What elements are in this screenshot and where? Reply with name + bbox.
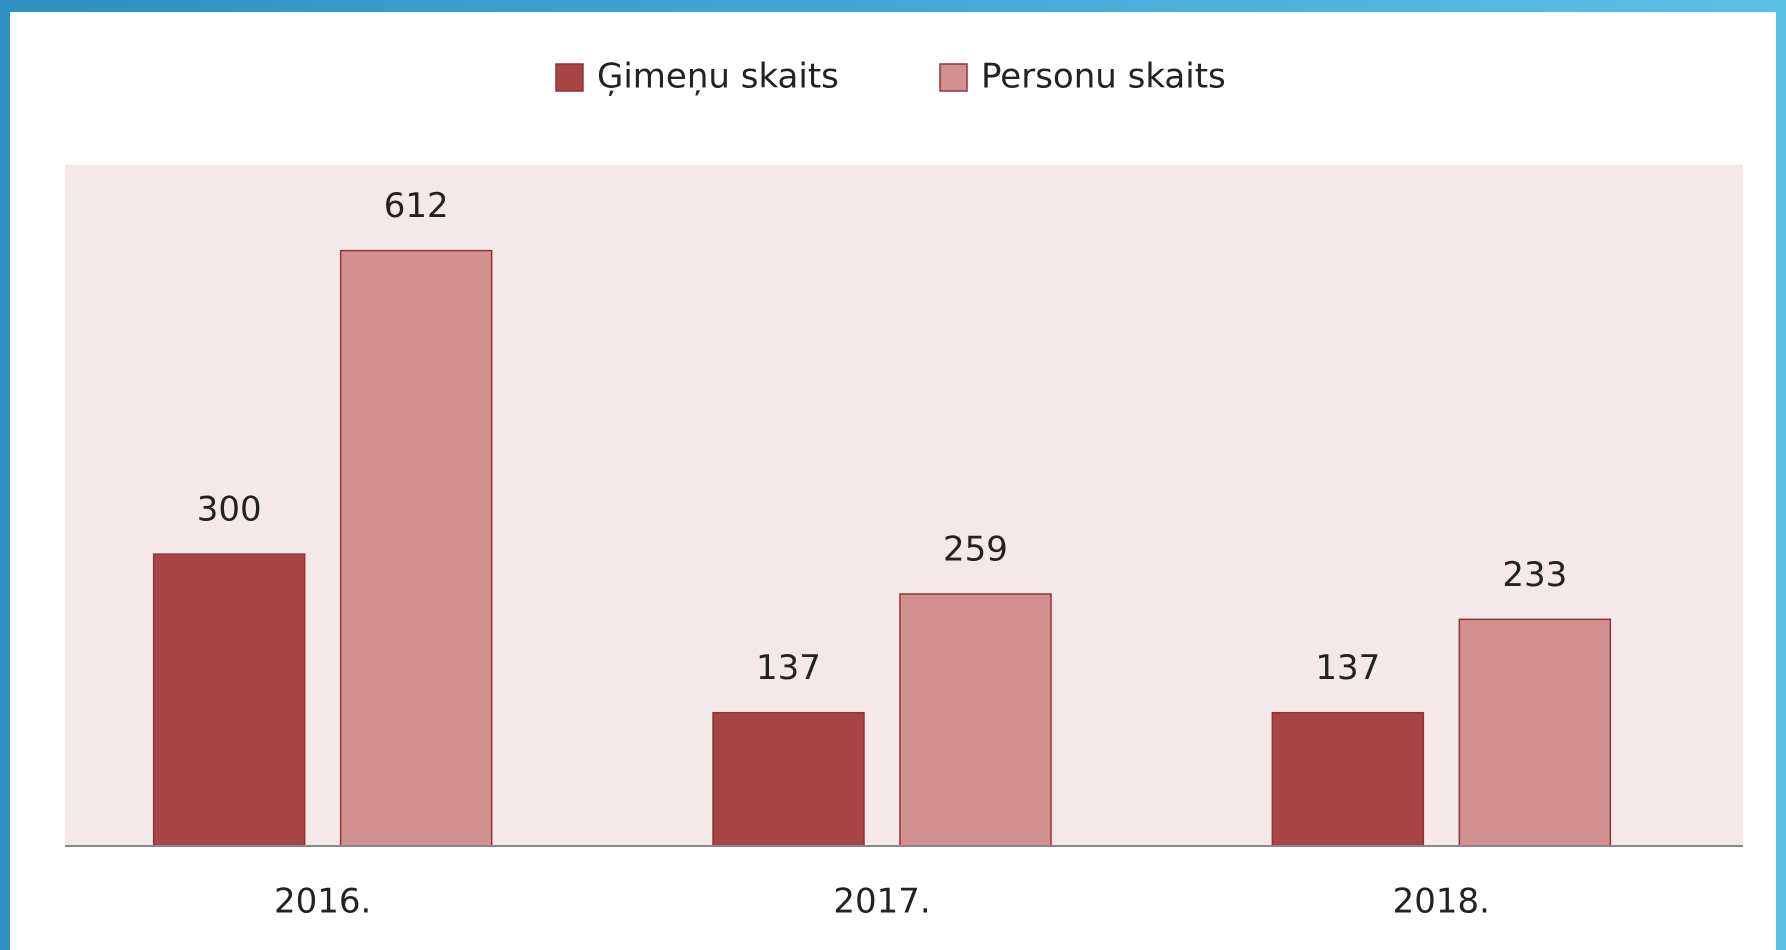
bar — [899, 593, 1052, 847]
data-label: 137 — [1315, 648, 1380, 688]
data-label: 137 — [756, 648, 821, 688]
legend-label: Personu skaits — [981, 57, 1226, 97]
bar — [339, 249, 493, 847]
data-label: 259 — [943, 530, 1008, 570]
x-tick-label: 2018. — [1393, 882, 1490, 922]
bar — [712, 711, 865, 847]
legend-swatch — [555, 63, 584, 92]
legend-swatch — [939, 63, 968, 92]
data-label: 612 — [384, 186, 449, 226]
bar — [1458, 618, 1612, 847]
legend-label: Ģimeņu skaits — [597, 57, 839, 97]
bar — [1271, 711, 1425, 847]
data-label: 300 — [197, 490, 262, 530]
x-tick-label: 2017. — [833, 882, 930, 922]
bar — [152, 553, 306, 847]
data-label: 233 — [1502, 555, 1567, 595]
x-tick-label: 2016. — [274, 882, 371, 922]
